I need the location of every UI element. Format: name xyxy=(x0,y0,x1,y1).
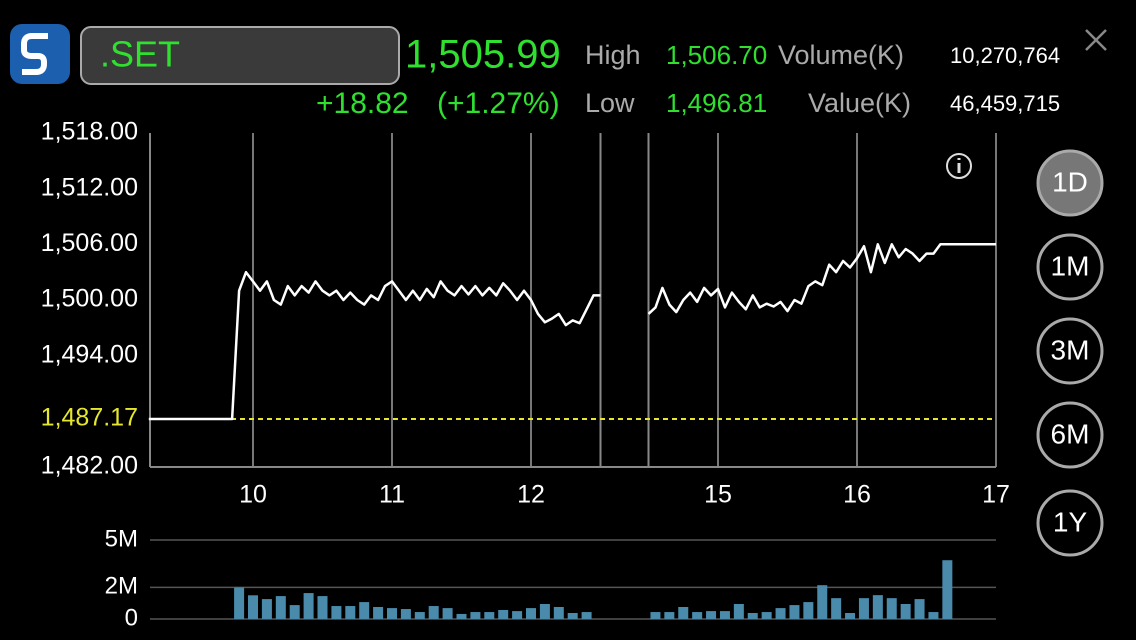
volume-bar xyxy=(567,612,578,619)
symbol: .SET xyxy=(100,34,180,75)
volume-bar xyxy=(387,608,397,619)
volume-bar xyxy=(275,596,286,619)
volume-bar xyxy=(803,602,814,619)
volume-bar xyxy=(373,606,384,619)
volume-bar xyxy=(512,611,523,619)
volume-bar xyxy=(234,587,245,619)
y-tick-label: 1,518.00 xyxy=(41,118,138,146)
volume-bar xyxy=(692,612,703,619)
info-circle xyxy=(946,153,972,179)
volume-bar xyxy=(886,598,897,619)
reference-label: 1,487.17 xyxy=(41,404,138,432)
logo-glyph xyxy=(21,33,48,75)
volume-bar xyxy=(581,612,592,619)
volume-bar xyxy=(775,608,786,619)
close-button[interactable] xyxy=(1085,29,1107,51)
volume-bar xyxy=(539,603,550,619)
period-label: 6M xyxy=(1051,418,1090,449)
volume-bar xyxy=(928,612,939,619)
period-label: 3M xyxy=(1051,334,1090,365)
period-label: 1Y xyxy=(1053,506,1088,537)
volume-bar xyxy=(400,609,411,619)
volume-bar xyxy=(678,606,689,619)
volume-bar xyxy=(789,605,800,619)
volume-bar xyxy=(498,609,509,619)
volume-bar xyxy=(428,606,439,619)
volume-bar xyxy=(761,612,772,619)
symbol-box[interactable] xyxy=(80,26,400,85)
value: 46,459,715 xyxy=(950,91,1060,116)
y-tick-label: 1,500.00 xyxy=(41,285,138,313)
y-tick-label: 2M xyxy=(105,573,138,600)
volume-bar xyxy=(470,612,481,619)
y-tick-label: 5M xyxy=(105,525,138,552)
period-button[interactable] xyxy=(1036,317,1104,385)
period-button[interactable] xyxy=(1036,233,1104,301)
x-tick-label: 16 xyxy=(843,481,871,509)
y-tick-label: 1,506.00 xyxy=(41,229,138,257)
volume-bar xyxy=(442,608,453,619)
x-tick-label: 15 xyxy=(704,481,732,509)
period-label: 1D xyxy=(1052,166,1088,197)
price-line xyxy=(148,243,996,421)
x-tick-label: 11 xyxy=(379,481,405,509)
volume-bar xyxy=(858,598,869,619)
volume-bar xyxy=(872,595,883,619)
volume-bar xyxy=(845,612,856,619)
change: +18.82 xyxy=(316,87,409,120)
volume-bar xyxy=(733,603,744,619)
volume-bar xyxy=(331,606,342,619)
volume-bar xyxy=(261,599,272,619)
volume: 10,270,764 xyxy=(950,43,1060,68)
low-label: Low xyxy=(585,88,635,118)
volume-bar xyxy=(650,612,661,619)
change-pct: (+1.27%) xyxy=(437,87,560,120)
y-tick-label: 1,512.00 xyxy=(41,173,138,201)
period-button[interactable] xyxy=(1036,401,1104,469)
y-tick-label: 1,482.00 xyxy=(41,452,138,480)
volume-bar xyxy=(289,605,300,619)
high-label: High xyxy=(585,40,641,70)
volume-bar xyxy=(942,560,953,619)
period-button[interactable] xyxy=(1036,489,1104,557)
value-label: Value(K) xyxy=(808,88,911,118)
period-label: 1M xyxy=(1051,250,1090,281)
x-tick-label: 17 xyxy=(982,481,1010,509)
volume-bar xyxy=(706,611,717,619)
volume-bar xyxy=(484,612,495,619)
volume-bar xyxy=(747,612,758,619)
volume-bar xyxy=(317,596,328,619)
volume-bar xyxy=(900,603,911,619)
volume-bar xyxy=(248,595,258,619)
volume-bar xyxy=(664,612,675,619)
period-button[interactable] xyxy=(1036,149,1104,217)
x-tick-label: 10 xyxy=(239,481,267,509)
volume-bar xyxy=(359,602,370,619)
low: 1,496.81 xyxy=(666,88,767,118)
volume-bar xyxy=(456,613,467,619)
volume-bar xyxy=(719,611,730,619)
y-tick-label: 1,494.00 xyxy=(41,340,138,368)
volume-bar xyxy=(345,606,356,619)
volume-bar xyxy=(817,585,828,619)
high: 1,506.70 xyxy=(666,40,767,70)
volume-bar xyxy=(414,612,425,619)
volume-label: Volume(K) xyxy=(778,40,904,70)
volume-bar xyxy=(831,598,842,619)
volume-bar xyxy=(526,608,536,619)
volume-bar xyxy=(553,606,564,619)
x-tick-label: 12 xyxy=(517,481,545,509)
y-tick-label: 0 xyxy=(125,604,138,631)
last-price: 1,505.99 xyxy=(405,33,561,77)
volume-bar xyxy=(914,599,925,619)
volume-bar xyxy=(303,593,314,619)
info-icon[interactable] xyxy=(946,153,972,179)
